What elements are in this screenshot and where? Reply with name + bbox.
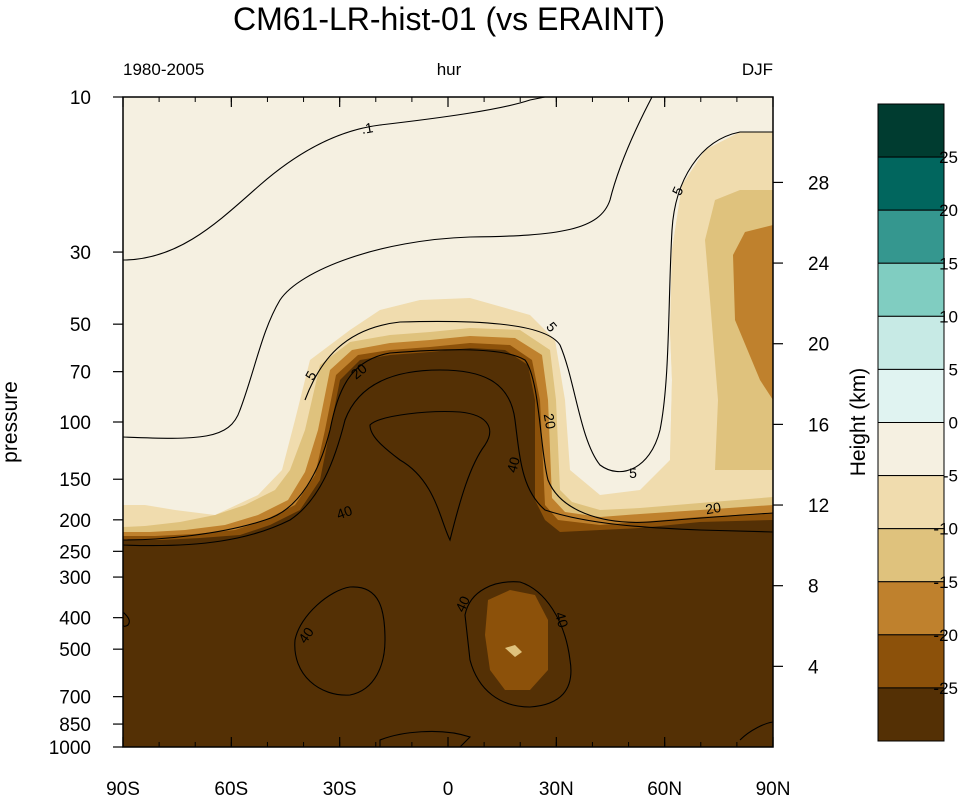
colorbar-label: -15: [933, 573, 958, 592]
colorbar-swatch: [877, 634, 945, 689]
region-20-north: [733, 225, 773, 400]
y-tick-label: 250: [59, 542, 91, 563]
colorbar-label: -20: [933, 626, 958, 645]
contour-line-01: [123, 97, 546, 261]
y-tick-label: 850: [59, 715, 91, 736]
y2-axis: 4 8 12 16 20 24 28: [773, 173, 830, 678]
contour-label: 40: [334, 502, 354, 522]
y2-tick-label: 24: [808, 254, 830, 275]
contour-line-5b: [304, 131, 773, 473]
y2-tick-label: 4: [808, 657, 819, 678]
contour-label: 40: [503, 455, 523, 474]
colorbar-label: 15: [939, 254, 958, 273]
contour-label: .1: [360, 119, 374, 137]
colorbar: 25 20 15 10 5 0 -5 -10 -15 -20 -25: [877, 103, 958, 742]
colorbar-label: -10: [933, 520, 958, 539]
y-tick-label: 700: [59, 688, 91, 709]
contour-label: 40: [552, 610, 572, 629]
contour-label: 5: [629, 465, 637, 481]
contour-line-20: [123, 349, 773, 541]
subtitle-period: 1980-2005: [123, 60, 204, 79]
y2-tick-label: 8: [808, 577, 819, 598]
x-tick-label: 0: [443, 779, 454, 800]
x-axis: 90S 60S 30S 0 30N 60N 90N: [106, 97, 790, 800]
subtitle-variable: hur: [437, 60, 462, 79]
x-tick-label: 60S: [214, 779, 248, 800]
y-tick-label: 300: [59, 568, 91, 589]
colorbar-swatch: [877, 422, 945, 477]
y2-tick-label: 16: [808, 415, 829, 436]
contour-line-5a: [123, 97, 653, 439]
colorbar-swatch: [877, 581, 945, 636]
contour-line-40f: [379, 730, 472, 747]
x-tick-label: 90S: [106, 779, 140, 800]
colorbar-label: -25: [933, 679, 958, 698]
x-tick-label: 30N: [539, 779, 574, 800]
plot-area: [122, 96, 774, 748]
region-10-tropic: [505, 645, 522, 657]
y-tick-label: 500: [59, 640, 91, 661]
x-tick-label: 30S: [323, 779, 357, 800]
y-tick-label: 1000: [49, 738, 91, 759]
y-tick-label: 150: [59, 470, 91, 491]
region-10-north: [670, 132, 773, 470]
colorbar-swatch: [877, 368, 945, 423]
colorbar-label: 0: [949, 414, 958, 433]
colorbar-swatch: [877, 209, 945, 264]
colorbar-swatch: [877, 103, 945, 158]
y2-tick-label: 12: [808, 496, 829, 517]
subtitle-season: DJF: [742, 60, 773, 79]
y-tick-label: 100: [59, 413, 91, 434]
y-axis-label: pressure: [0, 381, 22, 463]
colorbar-label: 20: [939, 201, 958, 220]
colorbar-swatch: [877, 262, 945, 317]
contour-label: 20: [541, 412, 559, 430]
y-tick-label: 200: [59, 511, 91, 532]
colorbar-label: 10: [939, 307, 958, 326]
y2-tick-label: 28: [808, 173, 829, 194]
contour-label: 20: [704, 499, 722, 517]
contour-line-40g: [739, 721, 773, 741]
x-tick-label: 90N: [756, 779, 791, 800]
y2-axis-label: Height (km): [847, 368, 870, 477]
colorbar-swatch: [877, 315, 945, 370]
colorbar-label: 5: [949, 360, 958, 379]
contour-line-40a: [123, 369, 773, 547]
chart-title: CM61-LR-hist-01 (vs ERAINT): [233, 1, 665, 37]
colorbar-swatch: [877, 687, 945, 742]
region-5: [123, 97, 773, 515]
y-tick-label: 70: [70, 363, 91, 384]
x-tick-label: 60N: [647, 779, 682, 800]
y-tick-label: 400: [59, 609, 91, 630]
region-20-tropic: [485, 590, 548, 690]
contour-line-40d: [464, 581, 572, 708]
y-tick-label: 10: [70, 88, 91, 109]
contour-label: 40: [452, 593, 473, 614]
contour-line-40c: [294, 586, 386, 696]
colorbar-label: 25: [939, 148, 958, 167]
contour-line-40b: [369, 411, 491, 542]
colorbar-swatch: [877, 156, 945, 211]
y-tick-label: 30: [70, 243, 91, 264]
y2-tick-label: 20: [808, 335, 829, 356]
y-tick-label: 50: [70, 315, 91, 336]
colorbar-label: -5: [943, 467, 958, 486]
